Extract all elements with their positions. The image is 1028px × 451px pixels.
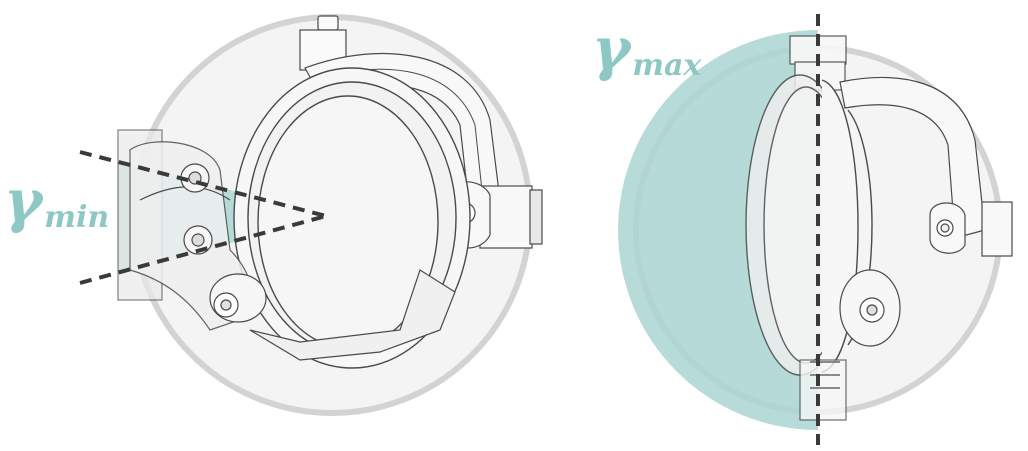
gamma-min-label: γmin bbox=[4, 172, 109, 233]
right-bottom-joint bbox=[799, 269, 901, 421]
left-bottom-bracket bbox=[249, 269, 456, 361]
gamma-max-label: γmax bbox=[592, 20, 701, 81]
right-right-joint bbox=[929, 201, 1013, 257]
right-view bbox=[618, 14, 1013, 445]
gamma-min-symbol: γ bbox=[4, 167, 43, 235]
left-main-ring bbox=[233, 67, 471, 369]
left-linkage bbox=[117, 129, 267, 331]
gamma-min-subscript: min bbox=[44, 200, 110, 235]
left-view bbox=[79, 14, 543, 416]
min-angle-dashed-lines bbox=[79, 150, 327, 285]
gamma-max-subscript: max bbox=[632, 48, 702, 83]
gamma-max-symbol: γ bbox=[592, 15, 631, 83]
